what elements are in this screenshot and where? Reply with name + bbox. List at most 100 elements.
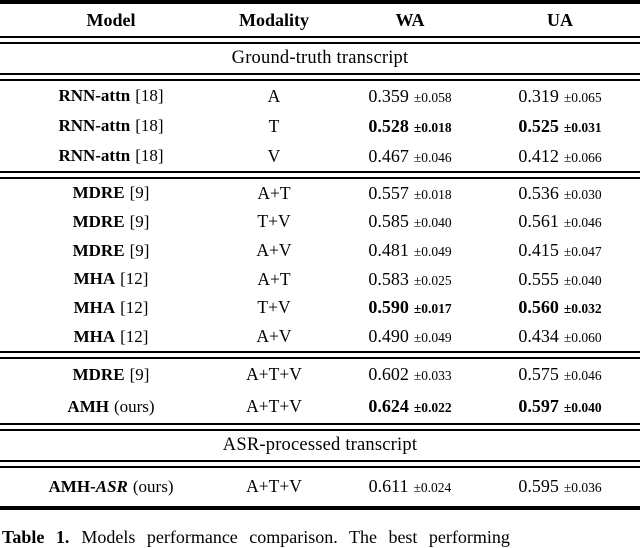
wa-cell: 0.528 ±0.018: [368, 115, 452, 136]
model-name: MDRE: [72, 364, 125, 384]
model-ref: (ours): [132, 476, 174, 496]
wa-cell: 0.557 ±0.018: [368, 182, 452, 203]
table-row: RNN-attn [18] V 0.467 ±0.046 0.412 ±0.066: [0, 141, 640, 171]
wa-cell: 0.611 ±0.024: [368, 476, 452, 497]
table-bottom-rule: [0, 505, 640, 510]
model-ref: [12]: [120, 297, 149, 317]
table-row: MDRE [9] A+V 0.481 ±0.049 0.415 ±0.047: [0, 236, 640, 265]
model-ref: [18]: [135, 86, 164, 105]
model-cell: RNN-attn [18]: [0, 116, 222, 136]
ua-cell: 0.536 ±0.030: [518, 182, 602, 203]
group-asr: AMH-ASR (ours) A+T+V 0.611 ±0.024 0.595 ±0.…: [0, 468, 640, 506]
group-trimodal: MDRE [9] A+T+V 0.602 ±0.033 0.575 ±0.046 AM…: [0, 359, 640, 423]
column-header-wa: WA: [395, 9, 425, 30]
modality-cell: A: [267, 85, 281, 106]
ua-cell: 0.434 ±0.060: [518, 326, 602, 347]
ua-cell: 0.415 ±0.047: [518, 240, 602, 261]
wa-cell: 0.583 ±0.025: [368, 268, 452, 289]
column-header-modality: Modality: [239, 9, 309, 30]
group-bimodal: MDRE [9] A+T 0.557 ±0.018 0.536 ±0.030 MDRE…: [0, 179, 640, 351]
wa-cell: 0.481 ±0.049: [368, 240, 452, 261]
modality-cell: A+T+V: [246, 364, 302, 385]
model-cell: RNN-attn [18]: [0, 146, 222, 166]
caption-text: Models performance comparison. The best …: [81, 526, 510, 547]
table-row: MDRE [9] T+V 0.585 ±0.040 0.561 ±0.046: [0, 208, 640, 237]
wa-cell: 0.590 ±0.017: [368, 297, 452, 318]
table-row: MDRE [9] A+T+V 0.602 ±0.033 0.575 ±0.046: [0, 359, 640, 391]
model-cell: AMH-ASR (ours): [0, 477, 222, 497]
table-row: AMH (ours) A+T+V 0.624 ±0.022 0.597 ±0.040: [0, 391, 640, 423]
column-header-ua: UA: [547, 9, 573, 30]
model-cell: MHA [12]: [0, 298, 222, 318]
modality-cell: A+T: [257, 182, 291, 203]
modality-cell: A+V: [256, 326, 292, 347]
divider: [0, 350, 640, 359]
wa-cell: 0.490 ±0.049: [368, 326, 452, 347]
table-row: MHA [12] T+V 0.590 ±0.017 0.560 ±0.032: [0, 294, 640, 323]
model-name: RNN-attn: [58, 86, 131, 105]
model-cell: RNN-attn [18]: [0, 86, 222, 106]
model-cell: MDRE [9]: [0, 183, 222, 203]
model-ref: [9]: [129, 364, 150, 384]
ua-cell: 0.561 ±0.046: [518, 211, 602, 232]
ua-cell: 0.555 ±0.040: [518, 268, 602, 289]
table-top-rule: [0, 0, 640, 4]
ua-cell: 0.575 ±0.046: [518, 364, 602, 385]
ua-cell: 0.595 ±0.036: [518, 476, 602, 497]
wa-cell: 0.359 ±0.058: [368, 85, 452, 106]
ua-cell: 0.597 ±0.040: [518, 396, 602, 417]
model-name: RNN-attn: [58, 116, 131, 135]
model-name: MHA: [73, 326, 116, 346]
model-name: AMH-ASR: [48, 476, 128, 496]
divider: [0, 171, 640, 179]
model-ref: [12]: [120, 269, 149, 289]
modality-cell: V: [267, 145, 281, 166]
model-name: AMH: [67, 396, 109, 416]
model-cell: MDRE [9]: [0, 365, 222, 385]
modality-cell: T: [268, 115, 280, 136]
model-name: MDRE: [72, 240, 125, 260]
model-ref: (ours): [113, 396, 155, 416]
modality-cell: A+T: [257, 268, 291, 289]
model-ref: [18]: [135, 146, 164, 165]
modality-cell: T+V: [257, 297, 291, 318]
model-ref: [9]: [129, 211, 150, 231]
table-row: AMH-ASR (ours) A+T+V 0.611 ±0.024 0.595 ±0.…: [0, 468, 640, 506]
model-ref: [9]: [129, 240, 150, 260]
ua-cell: 0.560 ±0.032: [518, 297, 602, 318]
wa-cell: 0.467 ±0.046: [368, 145, 452, 166]
table-row: MHA [12] A+T 0.583 ±0.025 0.555 ±0.040: [0, 265, 640, 294]
section-header-asr: ASR-processed transcript: [222, 434, 418, 455]
model-cell: MHA [12]: [0, 327, 222, 347]
table-row: RNN-attn [18] T 0.528 ±0.018 0.525 ±0.031: [0, 111, 640, 141]
model-name: MDRE: [72, 211, 125, 231]
table-caption: Table 1. Models performance comparison. T…: [0, 510, 640, 548]
model-cell: MDRE [9]: [0, 241, 222, 261]
caption-label: Table 1.: [2, 526, 70, 547]
model-name: MHA: [73, 269, 116, 289]
table-row: MDRE [9] A+T 0.557 ±0.018 0.536 ±0.030: [0, 179, 640, 208]
modality-cell: A+T+V: [246, 476, 302, 497]
modality-cell: T+V: [257, 211, 291, 232]
table-header-row: Model Modality WA UA: [0, 4, 640, 36]
model-cell: MHA [12]: [0, 269, 222, 289]
model-name: MHA: [73, 297, 116, 317]
model-ref: [18]: [135, 116, 164, 135]
group-unimodal: RNN-attn [18] A 0.359 ±0.058 0.319 ±0.065 R…: [0, 81, 640, 171]
ua-cell: 0.319 ±0.065: [518, 85, 602, 106]
wa-cell: 0.624 ±0.022: [368, 396, 452, 417]
model-cell: AMH (ours): [0, 397, 222, 417]
model-name: RNN-attn: [58, 146, 131, 165]
divider: [0, 73, 640, 81]
model-name: MDRE: [72, 183, 125, 203]
divider: [0, 459, 640, 468]
wa-cell: 0.602 ±0.033: [368, 364, 452, 385]
divider: [0, 422, 640, 431]
modality-cell: A+V: [256, 240, 292, 261]
table-row: RNN-attn [18] A 0.359 ±0.058 0.319 ±0.065: [0, 81, 640, 111]
model-cell: MDRE [9]: [0, 212, 222, 232]
section-header-ground-truth: Ground-truth transcript: [231, 48, 409, 68]
model-ref: [9]: [129, 183, 150, 203]
model-ref: [12]: [120, 326, 149, 346]
